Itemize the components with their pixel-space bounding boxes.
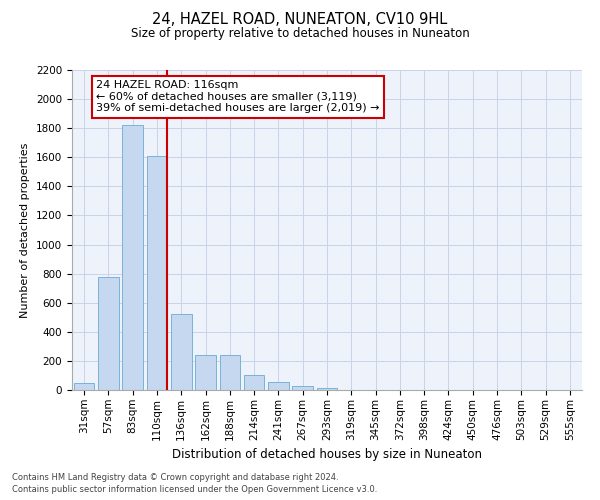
Bar (146, 156, 167, 390)
Bar (98, 276, 119, 390)
Bar (171, 314, 191, 390)
Bar (74, 382, 94, 390)
Bar (220, 355, 240, 390)
Text: Contains public sector information licensed under the Open Government Licence v3: Contains public sector information licen… (12, 485, 377, 494)
Text: Contains HM Land Registry data © Crown copyright and database right 2024.: Contains HM Land Registry data © Crown c… (12, 472, 338, 482)
Y-axis label: Number of detached properties: Number of detached properties (20, 142, 31, 318)
Text: Size of property relative to detached houses in Nuneaton: Size of property relative to detached ho… (131, 28, 469, 40)
Bar (122, 126, 143, 390)
Bar (244, 374, 265, 390)
Bar (195, 355, 216, 390)
Text: 24 HAZEL ROAD: 116sqm
← 60% of detached houses are smaller (3,119)
39% of semi-d: 24 HAZEL ROAD: 116sqm ← 60% of detached … (96, 80, 380, 114)
Bar (268, 382, 289, 390)
Bar (292, 386, 313, 390)
Bar (317, 388, 337, 390)
Text: 24, HAZEL ROAD, NUNEATON, CV10 9HL: 24, HAZEL ROAD, NUNEATON, CV10 9HL (152, 12, 448, 28)
X-axis label: Distribution of detached houses by size in Nuneaton: Distribution of detached houses by size … (172, 448, 482, 461)
